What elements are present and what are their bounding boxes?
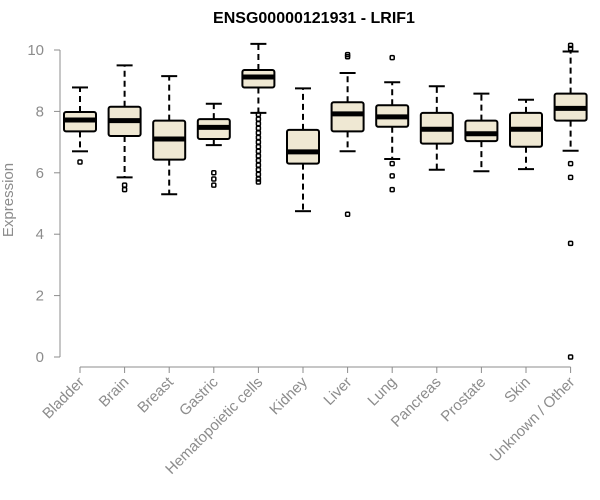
outlier-point xyxy=(255,130,262,136)
outlier-point xyxy=(77,159,83,165)
outlier-point xyxy=(255,153,262,159)
outlier-point xyxy=(567,240,574,247)
y-axis-label: Expression xyxy=(0,163,17,237)
box-2 xyxy=(152,75,187,196)
outlier-point xyxy=(389,173,395,179)
box-9 xyxy=(464,92,499,173)
box-4 xyxy=(241,42,276,185)
outlier-point xyxy=(255,162,262,168)
x-tick-label: Breast xyxy=(134,373,177,416)
box-10 xyxy=(509,98,543,171)
outlier-point xyxy=(211,176,217,182)
y-tick-label: 2 xyxy=(36,288,44,305)
y-axis: 0 2 4 6 8 10 xyxy=(27,42,61,366)
x-tick-label: Unknown / Other xyxy=(487,374,579,466)
outlier-point xyxy=(255,134,262,141)
outlier-point xyxy=(567,174,574,181)
outlier-point xyxy=(567,160,574,167)
outlier-point xyxy=(255,116,262,122)
outlier-point xyxy=(567,45,574,52)
x-tick-label: Prostate xyxy=(438,374,490,426)
outlier-point xyxy=(344,54,351,60)
box-3 xyxy=(196,102,231,188)
outlier-point xyxy=(121,182,128,188)
x-tick-label: Brain xyxy=(96,374,133,411)
outlier-point xyxy=(255,139,262,145)
box-iqr xyxy=(330,101,365,133)
outlier-point xyxy=(255,179,262,185)
outlier-point xyxy=(255,125,262,132)
box-6 xyxy=(330,51,365,217)
outlier-point xyxy=(255,171,262,178)
box-1 xyxy=(107,64,142,193)
y-tick-label: 8 xyxy=(36,103,44,120)
y-tick-label: 10 xyxy=(27,42,44,59)
outlier-point xyxy=(567,42,574,49)
y-tick-label: 0 xyxy=(36,349,44,366)
outlier-point xyxy=(255,157,262,164)
y-tick-label: 4 xyxy=(36,226,44,243)
outlier-point xyxy=(255,176,262,182)
outlier-point xyxy=(255,120,262,127)
outlier-point xyxy=(211,170,217,176)
box-iqr xyxy=(464,119,499,143)
x-tick-label: Bladder xyxy=(39,374,88,423)
x-tick-label: Skin xyxy=(501,374,534,407)
box-7 xyxy=(375,54,410,193)
outlier-point xyxy=(255,111,262,118)
chart-title: ENSG00000121931 - LRIF1 xyxy=(213,10,415,27)
x-tick-label: Lung xyxy=(364,374,400,410)
plot-area xyxy=(63,42,588,360)
outlier-point xyxy=(389,160,395,167)
outlier-point xyxy=(255,143,262,150)
x-tick-label: Liver xyxy=(320,374,355,409)
box-11 xyxy=(553,42,588,360)
outlier-point xyxy=(255,166,262,173)
x-tick-label: Kidney xyxy=(266,373,311,418)
box-iqr xyxy=(286,128,320,165)
outlier-point xyxy=(567,354,574,360)
outlier-point xyxy=(344,211,351,217)
box-5 xyxy=(286,87,320,213)
outlier-point xyxy=(255,148,262,155)
outlier-point xyxy=(389,54,395,61)
outlier-point xyxy=(389,186,395,193)
outlier-point xyxy=(121,186,128,193)
box-8 xyxy=(419,85,454,171)
outlier-point xyxy=(211,182,217,188)
y-tick-label: 6 xyxy=(36,165,44,182)
box-0 xyxy=(63,86,97,165)
